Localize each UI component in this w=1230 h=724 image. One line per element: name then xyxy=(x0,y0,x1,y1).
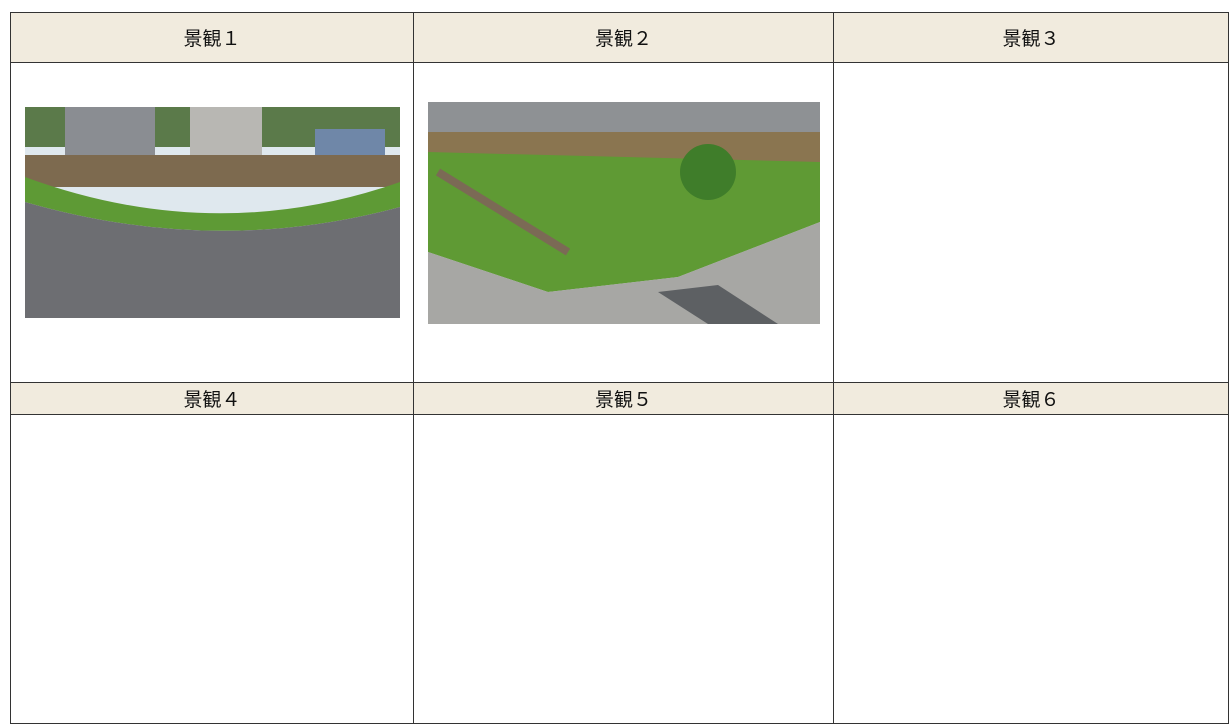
landscape-photo xyxy=(25,107,400,318)
header-cell: 景観２ xyxy=(413,12,834,63)
landscape-photo xyxy=(428,102,820,324)
header-cell: 景観３ xyxy=(833,12,1229,63)
photo-cell xyxy=(10,414,414,724)
header-cell: 景観５ xyxy=(413,382,834,415)
header-cell: 景観１ xyxy=(10,12,414,63)
photo-cell xyxy=(833,414,1229,724)
header-cell: 景観６ xyxy=(833,382,1229,415)
header-cell: 景観４ xyxy=(10,382,414,415)
photo-cell xyxy=(833,62,1229,383)
photo-cell xyxy=(413,414,834,724)
